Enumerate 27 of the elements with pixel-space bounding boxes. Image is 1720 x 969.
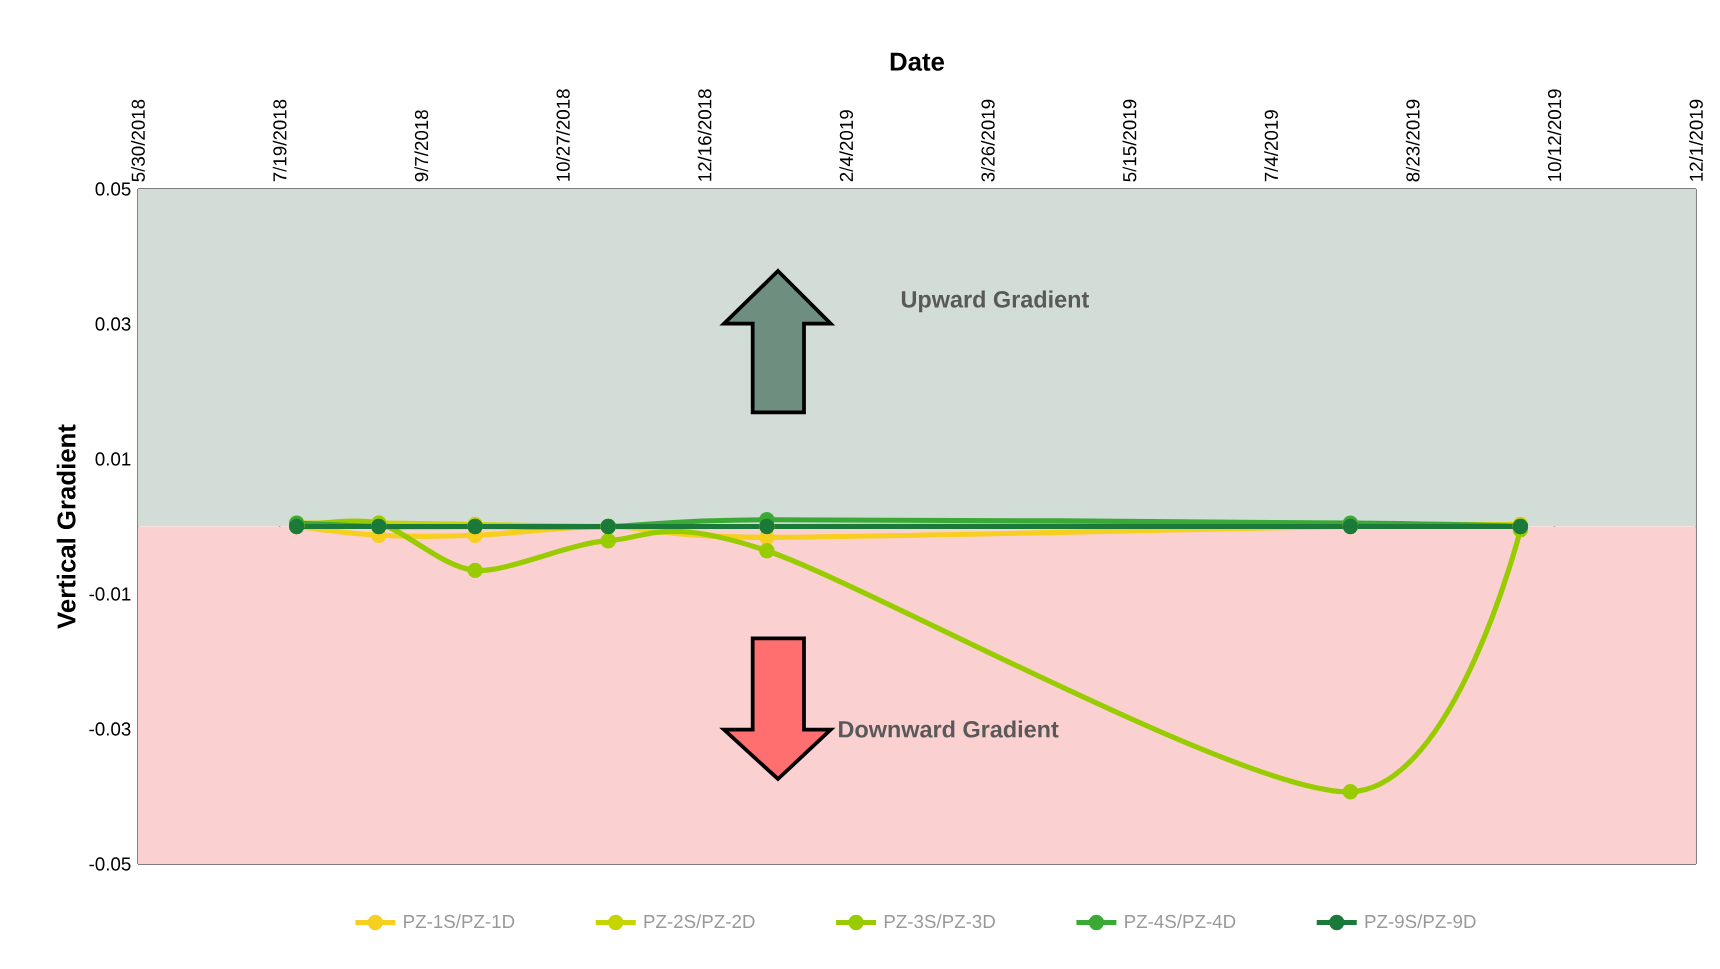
x-tick-label: 9/7/2018	[414, 110, 429, 182]
y-tick-label: 0.03	[95, 317, 131, 331]
legend-label: PZ-4S/PZ-4D	[1125, 914, 1236, 929]
x-tick-label: 3/26/2019	[980, 99, 995, 182]
x-tick-label: 7/4/2019	[1264, 110, 1278, 182]
x-axis-title: Date	[890, 52, 945, 71]
y-axis-title: Vertical Gradient	[56, 424, 76, 629]
legend-label: PZ-1S/PZ-1D	[404, 914, 515, 929]
x-tick-label: 5/15/2019	[1122, 99, 1137, 182]
y-tick-label: -0.03	[89, 722, 131, 736]
legend-label: PZ-9S/PZ-9D	[1365, 914, 1476, 929]
band-label: Upward Gradient	[901, 290, 1089, 313]
x-tick-label: 12/16/2018	[697, 89, 712, 181]
y-tick-label: 0.01	[95, 452, 131, 466]
y-tick-label: 0.05	[95, 182, 131, 196]
x-tick-label: 10/12/2019	[1547, 89, 1562, 181]
x-tick-label: 2/4/2019	[839, 110, 854, 182]
legend-label: PZ-3S/PZ-3D	[884, 914, 995, 929]
x-tick-label: 8/23/2019	[1405, 99, 1420, 182]
band-label: Downward Gradient	[839, 720, 1059, 738]
x-tick-label: 5/30/2018	[131, 99, 145, 182]
y-tick-label: -0.05	[89, 857, 131, 871]
legend-label: PZ-2S/PZ-2D	[644, 914, 755, 929]
y-tick-label: -0.01	[89, 587, 131, 601]
x-tick-label: 7/19/2018	[272, 99, 287, 182]
x-tick-label: 12/1/2019	[1689, 99, 1703, 181]
x-tick-label: 10/27/2018	[556, 89, 570, 181]
